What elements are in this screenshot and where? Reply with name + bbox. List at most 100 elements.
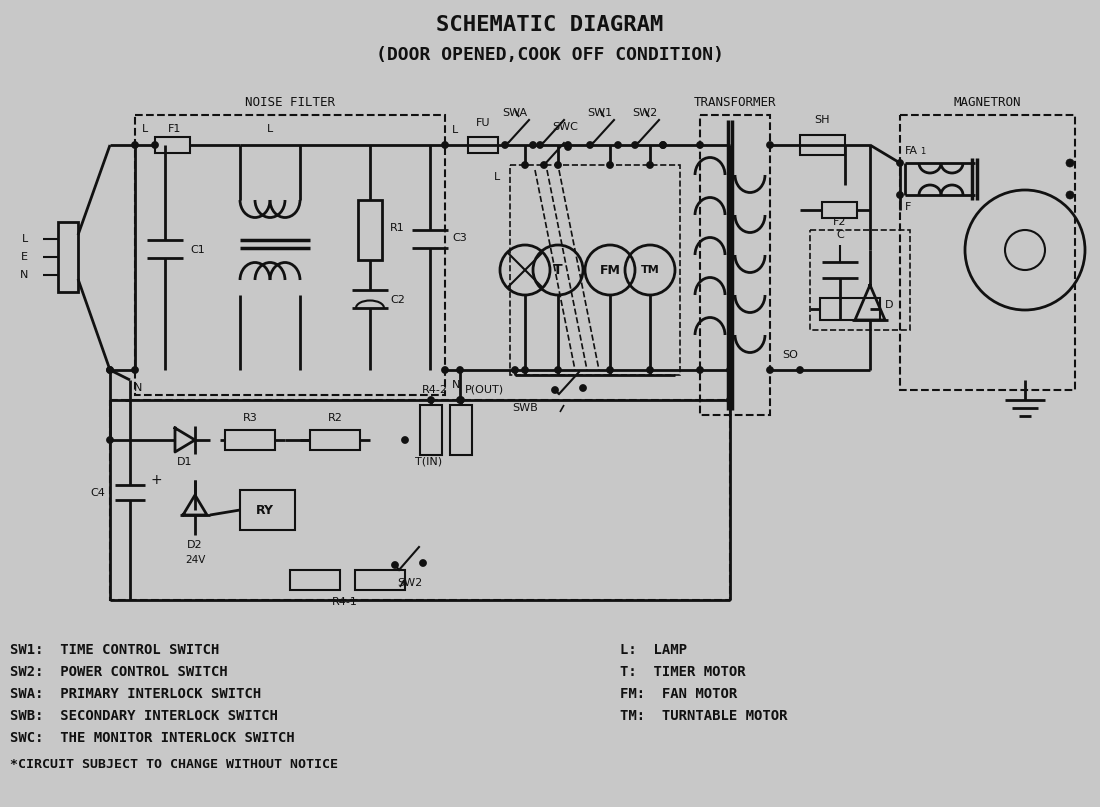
Bar [240, 490, 295, 530]
Circle shape [767, 366, 773, 374]
Circle shape [726, 396, 734, 404]
Circle shape [428, 396, 435, 404]
Text: SW1: SW1 [587, 108, 613, 118]
Text: MAGNETRON: MAGNETRON [954, 97, 1021, 110]
Text: SWC:  THE MONITOR INTERLOCK SWITCH: SWC: THE MONITOR INTERLOCK SWITCH [10, 731, 295, 745]
Text: SWB: SWB [513, 403, 538, 413]
Circle shape [456, 396, 463, 404]
Text: D: D [886, 300, 893, 310]
Text: L:  LAMP: L: LAMP [620, 643, 688, 657]
Circle shape [521, 366, 528, 374]
Circle shape [456, 366, 463, 374]
Text: FM: FM [600, 264, 620, 277]
Text: FA: FA [905, 146, 918, 156]
Circle shape [392, 562, 398, 568]
Bar [310, 430, 360, 450]
Circle shape [107, 366, 113, 374]
Text: R3: R3 [243, 413, 257, 423]
Text: T: T [553, 263, 563, 277]
Text: 24V: 24V [185, 555, 206, 565]
Text: SWC: SWC [552, 122, 578, 132]
Text: SWA: SWA [503, 108, 528, 118]
Circle shape [564, 144, 572, 150]
Bar [226, 430, 275, 450]
Bar [468, 137, 498, 153]
Text: C4: C4 [90, 488, 104, 498]
Text: T:  TIMER MOTOR: T: TIMER MOTOR [620, 665, 746, 679]
Circle shape [586, 141, 594, 148]
Text: NOISE FILTER: NOISE FILTER [245, 97, 336, 110]
Circle shape [537, 141, 543, 148]
Circle shape [606, 366, 614, 374]
Bar [420, 405, 442, 455]
Circle shape [540, 161, 548, 169]
Bar [135, 115, 446, 395]
Text: E: E [21, 252, 28, 262]
Text: P(OUT): P(OUT) [465, 385, 504, 395]
Text: TRANSFORMER: TRANSFORMER [694, 97, 777, 110]
Circle shape [796, 366, 803, 374]
Text: SO: SO [782, 350, 797, 360]
Text: SCHEMATIC DIAGRAM: SCHEMATIC DIAGRAM [437, 15, 663, 35]
Text: C3: C3 [452, 233, 466, 243]
Text: SW1:  TIME CONTROL SWITCH: SW1: TIME CONTROL SWITCH [10, 643, 219, 657]
Bar [358, 200, 382, 260]
Circle shape [152, 141, 158, 148]
Circle shape [615, 141, 622, 148]
Text: L: L [142, 124, 148, 134]
Text: FM:  FAN MOTOR: FM: FAN MOTOR [620, 687, 737, 701]
Text: R4-1: R4-1 [332, 597, 358, 607]
Text: R2: R2 [328, 413, 342, 423]
Circle shape [402, 437, 408, 444]
Bar [510, 165, 680, 375]
Text: TM:  TURNTABLE MOTOR: TM: TURNTABLE MOTOR [620, 709, 788, 723]
Circle shape [512, 366, 518, 374]
Text: SWA:  PRIMARY INTERLOCK SWITCH: SWA: PRIMARY INTERLOCK SWITCH [10, 687, 262, 701]
Text: (DOOR OPENED,COOK OFF CONDITION): (DOOR OPENED,COOK OFF CONDITION) [376, 46, 724, 64]
Text: *CIRCUIT SUBJECT TO CHANGE WITHOUT NOTICE: *CIRCUIT SUBJECT TO CHANGE WITHOUT NOTIC… [10, 759, 338, 771]
Text: F: F [905, 202, 912, 212]
Circle shape [660, 141, 667, 148]
Text: L: L [267, 124, 273, 134]
Circle shape [1066, 191, 1074, 199]
Circle shape [631, 141, 638, 148]
Circle shape [132, 366, 139, 374]
Text: D1: D1 [177, 457, 192, 467]
Circle shape [107, 437, 113, 444]
Circle shape [696, 366, 704, 374]
Text: L: L [22, 234, 28, 244]
Bar [110, 400, 730, 600]
Text: SWB:  SECONDARY INTERLOCK SWITCH: SWB: SECONDARY INTERLOCK SWITCH [10, 709, 278, 723]
Circle shape [458, 396, 464, 404]
Bar [355, 570, 405, 590]
Bar [800, 135, 845, 155]
Bar [450, 405, 472, 455]
Text: R4-2: R4-2 [422, 385, 448, 395]
Bar [58, 222, 78, 292]
Text: 1: 1 [920, 147, 925, 156]
Text: N: N [452, 380, 461, 390]
Circle shape [767, 141, 773, 148]
Circle shape [580, 384, 586, 391]
Bar [290, 570, 340, 590]
Circle shape [529, 141, 537, 148]
Circle shape [647, 161, 653, 169]
Text: C: C [836, 230, 844, 240]
Text: SW2: SW2 [632, 108, 658, 118]
Circle shape [896, 191, 903, 199]
Text: F1: F1 [168, 124, 182, 134]
Text: L: L [452, 125, 459, 135]
Text: SW2: SW2 [397, 578, 422, 588]
Bar [900, 115, 1075, 390]
Circle shape [502, 141, 508, 148]
Text: C2: C2 [390, 295, 405, 305]
Bar [822, 202, 857, 218]
Circle shape [647, 366, 653, 374]
Text: L: L [494, 172, 501, 182]
Text: TM: TM [640, 265, 659, 275]
Text: F2: F2 [834, 217, 847, 227]
Bar [155, 137, 190, 153]
Circle shape [564, 141, 572, 148]
Bar [820, 298, 880, 320]
Text: N: N [20, 270, 28, 280]
